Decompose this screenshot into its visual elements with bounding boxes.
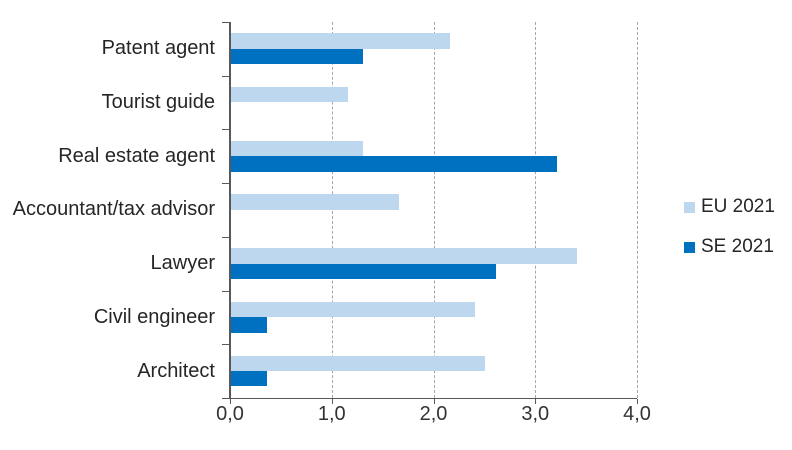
- category-label: Real estate agent: [58, 144, 215, 167]
- bar-se-2021: [231, 48, 364, 65]
- y-axis-tick: [222, 398, 229, 399]
- chart-row: [230, 76, 637, 130]
- legend: EU 2021 SE 2021: [684, 196, 775, 258]
- x-axis-tick-labels: 0,0 1,0 2,0 3,0 4,0: [216, 403, 651, 429]
- gridline: [331, 22, 333, 398]
- chart-row: [230, 344, 637, 398]
- se-series-swatch-icon: [684, 241, 695, 253]
- category-axis-labels: Patent agent Tourist guide Real estate age…: [0, 22, 215, 398]
- category-label: Lawyer: [150, 252, 215, 275]
- bar-se-2021: [231, 263, 496, 279]
- y-axis-tick: [222, 344, 229, 346]
- legend-label-eu-2021: EU 2021: [701, 196, 775, 217]
- x-axis-tick: [637, 399, 638, 404]
- bar-eu-2021: [231, 194, 399, 210]
- gridline: [535, 22, 537, 398]
- legend-label-se-2021: SE 2021: [701, 236, 774, 257]
- bar-eu-2021: [231, 248, 577, 264]
- eu-series-swatch-icon: [684, 201, 695, 213]
- gridline: [637, 22, 638, 398]
- chart-row: [230, 291, 637, 345]
- x-axis-tick-label: 2,0: [419, 403, 448, 425]
- chart-row: [230, 183, 637, 237]
- bar-se-2021: [231, 156, 557, 172]
- x-axis-line: [229, 398, 637, 399]
- bar-eu-2021: [231, 33, 450, 49]
- x-axis-tick-label: 4,0: [623, 403, 651, 425]
- x-axis-tick-label: 0,0: [216, 403, 244, 425]
- bar-eu-2021: [231, 140, 364, 157]
- x-axis-tick-label: 1,0: [317, 403, 346, 425]
- legend-item-se-2021: SE 2021: [684, 236, 775, 258]
- legend-item-eu-2021: EU 2021: [684, 196, 775, 218]
- bar-se-2021: [231, 370, 267, 387]
- y-axis-tick: [222, 183, 229, 185]
- plot-area: [222, 22, 638, 404]
- bar-eu-2021: [231, 301, 476, 318]
- y-axis-line: [229, 22, 231, 398]
- y-axis-tick: [222, 129, 229, 131]
- y-axis-tick: [222, 290, 229, 292]
- bar-eu-2021: [231, 355, 486, 371]
- bar-se-2021: [231, 317, 267, 333]
- chart-row: [230, 22, 637, 76]
- category-label: Civil engineer: [93, 305, 215, 328]
- x-axis-tick: [230, 399, 231, 404]
- chart-row: [230, 237, 637, 291]
- x-axis-tick: [433, 399, 435, 404]
- chart-row: [230, 129, 637, 183]
- category-label: Patent agent: [101, 37, 215, 60]
- gridline: [433, 22, 435, 398]
- y-axis-tick: [222, 22, 229, 23]
- x-axis-tick-label: 3,0: [521, 403, 550, 425]
- category-label: Tourist guide: [101, 91, 215, 114]
- y-axis-tick: [222, 236, 229, 238]
- y-axis-tick: [222, 75, 229, 77]
- category-label: Accountant/tax advisor: [12, 198, 215, 221]
- x-axis-tick: [331, 399, 333, 404]
- bar-eu-2021: [231, 87, 348, 103]
- x-axis-tick: [535, 399, 537, 404]
- category-label: Architect: [137, 359, 215, 382]
